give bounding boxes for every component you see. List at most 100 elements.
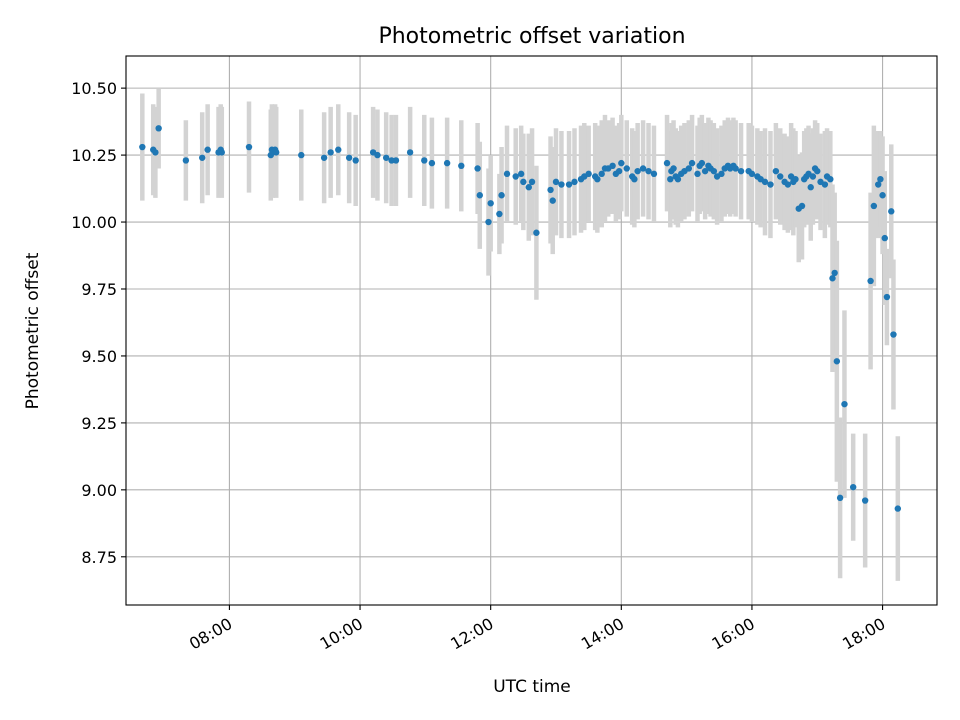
data-point bbox=[139, 143, 146, 151]
data-point bbox=[458, 162, 465, 169]
data-point bbox=[406, 149, 414, 156]
y-tick-label: 9.75 bbox=[81, 280, 117, 299]
data-point bbox=[890, 331, 897, 338]
data-point bbox=[829, 275, 836, 282]
data-point bbox=[849, 483, 857, 491]
data-point bbox=[428, 159, 436, 167]
data-point bbox=[352, 157, 359, 164]
data-point bbox=[888, 208, 895, 215]
x-tick-label: 12:00 bbox=[447, 614, 496, 654]
data-point bbox=[496, 210, 503, 218]
data-point bbox=[767, 181, 774, 188]
data-point bbox=[487, 200, 494, 207]
data-point bbox=[320, 154, 328, 161]
data-point bbox=[565, 181, 573, 188]
data-point bbox=[503, 170, 511, 178]
data-point bbox=[547, 186, 554, 194]
data-point bbox=[821, 181, 829, 188]
data-point bbox=[792, 175, 799, 183]
data-point bbox=[814, 167, 821, 175]
y-tick-label: 9.50 bbox=[81, 347, 117, 366]
y-tick-label: 8.75 bbox=[81, 548, 117, 567]
data-point bbox=[748, 170, 756, 178]
data-point bbox=[245, 143, 253, 151]
data-point bbox=[443, 159, 451, 167]
data-point bbox=[667, 175, 674, 183]
data-point bbox=[517, 170, 525, 178]
data-point bbox=[861, 497, 869, 504]
data-point bbox=[718, 170, 725, 178]
data-point bbox=[737, 167, 745, 175]
data-point bbox=[809, 173, 817, 180]
data-point bbox=[798, 202, 806, 210]
data-point bbox=[512, 173, 519, 180]
error-bars bbox=[140, 88, 901, 581]
data-point bbox=[639, 165, 647, 172]
data-point bbox=[525, 184, 532, 191]
data-point bbox=[645, 167, 652, 175]
data-point bbox=[199, 154, 206, 161]
x-tick-label: 14:00 bbox=[578, 614, 627, 654]
data-point bbox=[474, 165, 481, 172]
data-point bbox=[772, 167, 780, 175]
data-point bbox=[650, 170, 658, 178]
data-point bbox=[663, 159, 671, 167]
data-point bbox=[870, 202, 878, 210]
data-point bbox=[558, 181, 565, 188]
data-point bbox=[327, 149, 334, 156]
data-point bbox=[879, 192, 886, 199]
data-point bbox=[875, 181, 882, 188]
data-points bbox=[139, 125, 902, 512]
data-point bbox=[204, 146, 211, 153]
data-point bbox=[152, 149, 159, 156]
data-point bbox=[598, 170, 605, 178]
data-point bbox=[335, 146, 342, 153]
data-point bbox=[836, 494, 844, 502]
y-tick-label: 10.50 bbox=[71, 79, 117, 98]
chart-title: Photometric offset variation bbox=[378, 24, 685, 49]
y-tick-label: 9.25 bbox=[81, 414, 117, 433]
data-point bbox=[374, 151, 381, 159]
data-point bbox=[585, 170, 592, 178]
data-point bbox=[841, 400, 848, 408]
data-point bbox=[609, 162, 616, 169]
x-tick-label: 18:00 bbox=[839, 614, 888, 654]
data-point bbox=[476, 192, 483, 199]
data-point bbox=[298, 151, 305, 159]
data-point bbox=[552, 178, 560, 186]
data-point bbox=[827, 175, 834, 183]
data-point bbox=[631, 175, 638, 183]
data-point bbox=[528, 178, 536, 186]
y-tick-label: 9.00 bbox=[81, 481, 117, 500]
data-point bbox=[694, 170, 701, 178]
data-point bbox=[698, 159, 706, 167]
axes: 8.75 9.00 9.25 9.50 9.75 10.00 10.25 10.50 08:00… bbox=[71, 55, 938, 654]
data-point bbox=[881, 234, 888, 242]
data-point bbox=[392, 157, 400, 164]
data-point bbox=[549, 197, 556, 204]
data-point bbox=[784, 181, 792, 188]
data-point bbox=[877, 175, 884, 183]
data-point bbox=[867, 277, 874, 285]
data-point bbox=[623, 165, 630, 172]
data-point bbox=[670, 165, 677, 172]
data-point bbox=[685, 165, 693, 172]
data-point bbox=[833, 358, 841, 365]
data-point bbox=[777, 173, 784, 180]
data-point bbox=[382, 154, 390, 161]
x-tick-label: 08:00 bbox=[186, 614, 235, 654]
data-point bbox=[345, 154, 353, 161]
data-point bbox=[807, 184, 814, 191]
data-point bbox=[732, 165, 739, 172]
data-point bbox=[615, 167, 623, 175]
data-point bbox=[674, 175, 682, 183]
data-point bbox=[710, 167, 718, 175]
data-point bbox=[688, 159, 696, 167]
data-point bbox=[634, 167, 641, 175]
x-tick-label: 10:00 bbox=[317, 614, 366, 654]
data-point bbox=[883, 293, 891, 301]
data-point bbox=[182, 157, 190, 164]
data-point bbox=[155, 125, 162, 132]
data-point bbox=[498, 192, 505, 199]
